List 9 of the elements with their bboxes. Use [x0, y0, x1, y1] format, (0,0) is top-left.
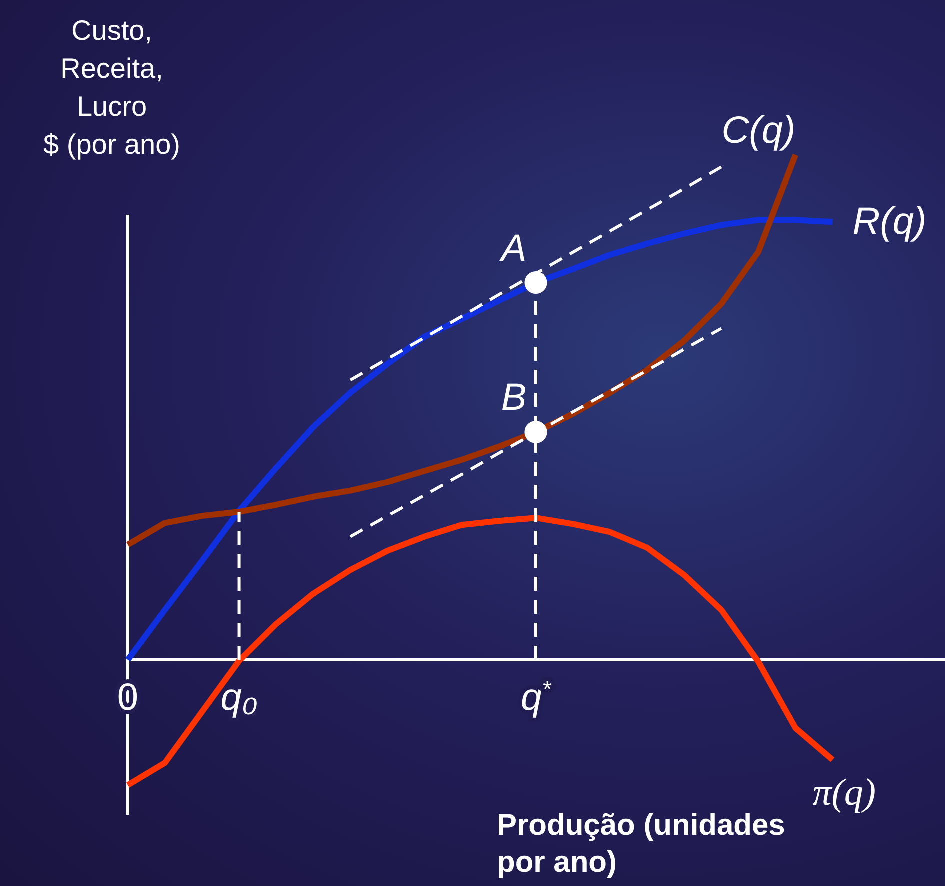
series-label: π(q) — [812, 772, 876, 814]
y-axis-title: Custo, Receita, Lucro $ (por ano) — [44, 15, 180, 160]
series-label: C(q) — [722, 110, 796, 152]
annotation: A — [499, 228, 527, 270]
annotation: B — [501, 377, 527, 420]
x-axis-title: Produção (unidades por ano) — [497, 809, 786, 879]
series-label: R(q) — [852, 201, 927, 244]
x-tick-label: q$^{*}$ — [520, 676, 552, 719]
x-tick-label: q₀ — [220, 677, 258, 719]
